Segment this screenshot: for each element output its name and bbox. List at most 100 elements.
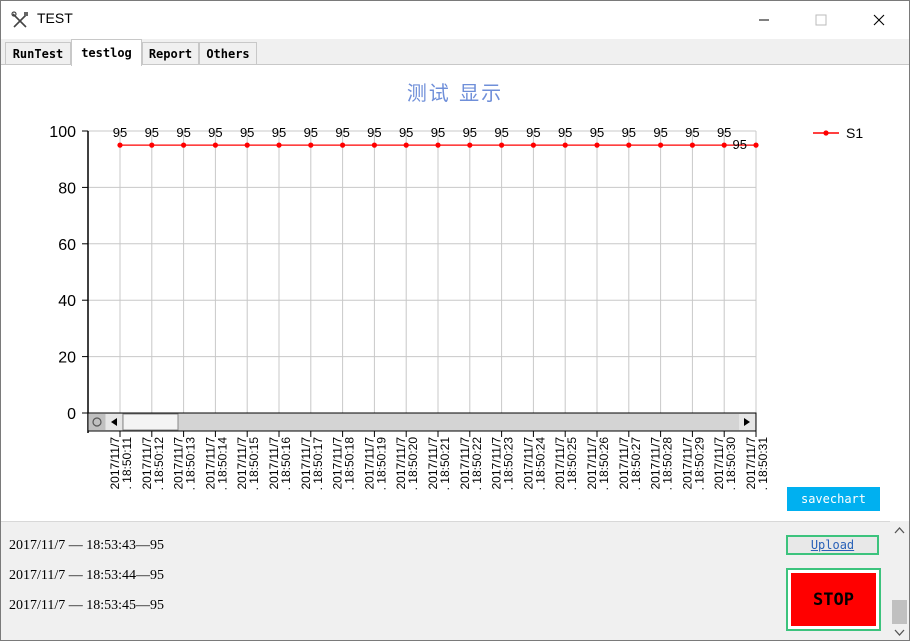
scroll-right-icon xyxy=(744,418,750,426)
x-tick-label: . 18:50:28 xyxy=(661,437,675,491)
data-point xyxy=(308,142,314,148)
testlog-panel xyxy=(1,64,909,522)
data-label: 95 xyxy=(176,125,190,140)
x-tick-label: 2017/11/7 xyxy=(649,437,663,490)
x-tick-label: . 18:50:20 xyxy=(406,437,420,491)
x-tick-label: 2017/11/7 xyxy=(203,437,217,490)
x-tick-label: 2017/11/7 xyxy=(426,437,440,490)
stop-button-label: STOP xyxy=(791,573,876,626)
data-point xyxy=(244,142,250,148)
data-label: 95 xyxy=(558,125,572,140)
x-tick-label: . 18:50:31 xyxy=(756,437,770,491)
title-bar[interactable]: TEST xyxy=(1,1,909,39)
tools-icon xyxy=(11,11,28,28)
data-point xyxy=(340,142,346,148)
data-point xyxy=(530,142,537,148)
maximize-button[interactable] xyxy=(795,1,847,39)
data-point xyxy=(499,142,505,148)
x-tick-label: . 18:50:18 xyxy=(343,437,357,491)
y-tick-label: 20 xyxy=(58,350,76,367)
legend-marker xyxy=(823,130,829,136)
axis-scroll-thumb xyxy=(122,413,179,431)
data-label: 95 xyxy=(272,125,286,140)
data-point xyxy=(594,142,600,148)
x-tick-label: . 18:50:22 xyxy=(470,437,484,491)
x-tick-label: 2017/11/7 xyxy=(394,437,408,490)
log-scrollbar[interactable] xyxy=(890,521,909,641)
y-tick-label: 60 xyxy=(58,237,76,254)
tab-report[interactable]: Report xyxy=(142,42,199,64)
x-tick-label: 2017/11/7 xyxy=(140,437,154,490)
x-tick-label: 2017/11/7 xyxy=(553,437,567,490)
data-point xyxy=(658,142,664,148)
x-tick-label: 2017/11/7 xyxy=(362,437,376,490)
log-line: 2017/11/7 — 18:53:44—95 xyxy=(9,568,165,583)
y-tick-label: 100 xyxy=(49,124,76,141)
data-label: 95 xyxy=(494,125,508,140)
data-point xyxy=(149,142,155,148)
scroll-up-icon[interactable] xyxy=(890,523,909,539)
tab-others[interactable]: Others xyxy=(199,42,257,64)
scroll-left-icon xyxy=(111,418,117,426)
x-tick-label: 2017/11/7 xyxy=(331,437,345,490)
y-tick-label: 80 xyxy=(58,180,76,197)
data-point xyxy=(753,142,759,148)
zoom-reset-icon xyxy=(92,417,102,427)
axis-scrollbar xyxy=(87,412,757,432)
x-tick-label: . 18:50:16 xyxy=(279,437,293,491)
data-point xyxy=(562,142,568,148)
x-tick-label: . 18:50:25 xyxy=(565,437,579,491)
data-label: 95 xyxy=(733,137,747,152)
x-tick-label: . 18:50:14 xyxy=(215,437,229,491)
legend-label: S1 xyxy=(846,125,863,141)
log-line: 2017/11/7 — 18:53:43—95 xyxy=(9,538,165,553)
stop-button[interactable]: STOP xyxy=(786,568,881,631)
minimize-button[interactable] xyxy=(738,1,790,39)
x-tick-label: 2017/11/7 xyxy=(680,437,694,490)
savechart-button[interactable]: savechart xyxy=(787,487,880,511)
data-point xyxy=(403,142,409,148)
data-label: 95 xyxy=(399,125,413,140)
log-area: 2017/11/7 — 18:53:43—95 2017/11/7 — 18:5… xyxy=(1,521,909,640)
x-tick-label: 2017/11/7 xyxy=(617,437,631,490)
data-label: 95 xyxy=(717,125,731,140)
y-tick-label: 40 xyxy=(58,293,76,310)
data-point xyxy=(435,142,441,148)
scroll-down-icon[interactable] xyxy=(890,625,909,641)
data-point xyxy=(117,142,123,148)
x-tick-label: 2017/11/7 xyxy=(458,437,472,490)
data-label: 95 xyxy=(590,125,604,140)
x-tick-label: . 18:50:15 xyxy=(247,437,261,491)
data-point xyxy=(626,142,632,148)
x-tick-label: 2017/11/7 xyxy=(172,437,186,490)
tab-testlog[interactable]: testlog xyxy=(71,39,142,66)
log-line: 2017/11/7 — 18:53:45—95 xyxy=(9,598,165,613)
tab-runtest[interactable]: RunTest xyxy=(5,42,71,64)
x-tick-label: . 18:50:19 xyxy=(374,437,388,491)
data-point xyxy=(467,142,473,148)
data-label: 95 xyxy=(145,125,159,140)
data-label: 95 xyxy=(240,125,254,140)
close-button[interactable] xyxy=(853,1,905,39)
x-tick-label: . 18:50:29 xyxy=(692,437,706,491)
data-label: 95 xyxy=(653,125,667,140)
x-tick-label: 2017/11/7 xyxy=(267,437,281,490)
data-label: 95 xyxy=(335,125,349,140)
x-tick-label: 2017/11/7 xyxy=(235,437,249,490)
scrollbar-thumb[interactable] xyxy=(892,600,907,624)
x-tick-label: 2017/11/7 xyxy=(521,437,535,490)
minimize-icon xyxy=(759,19,769,21)
x-tick-label: . 18:50:30 xyxy=(724,437,738,491)
data-point xyxy=(181,142,187,148)
x-tick-label: . 18:50:17 xyxy=(311,437,325,491)
upload-button[interactable]: Upload xyxy=(786,535,879,555)
x-tick-label: . 18:50:24 xyxy=(533,437,547,491)
data-point xyxy=(689,142,696,148)
data-label: 95 xyxy=(526,125,540,140)
x-tick-label: . 18:50:21 xyxy=(438,437,452,491)
data-point xyxy=(371,142,377,148)
data-label: 95 xyxy=(685,125,699,140)
y-tick-label: 0 xyxy=(67,406,76,423)
